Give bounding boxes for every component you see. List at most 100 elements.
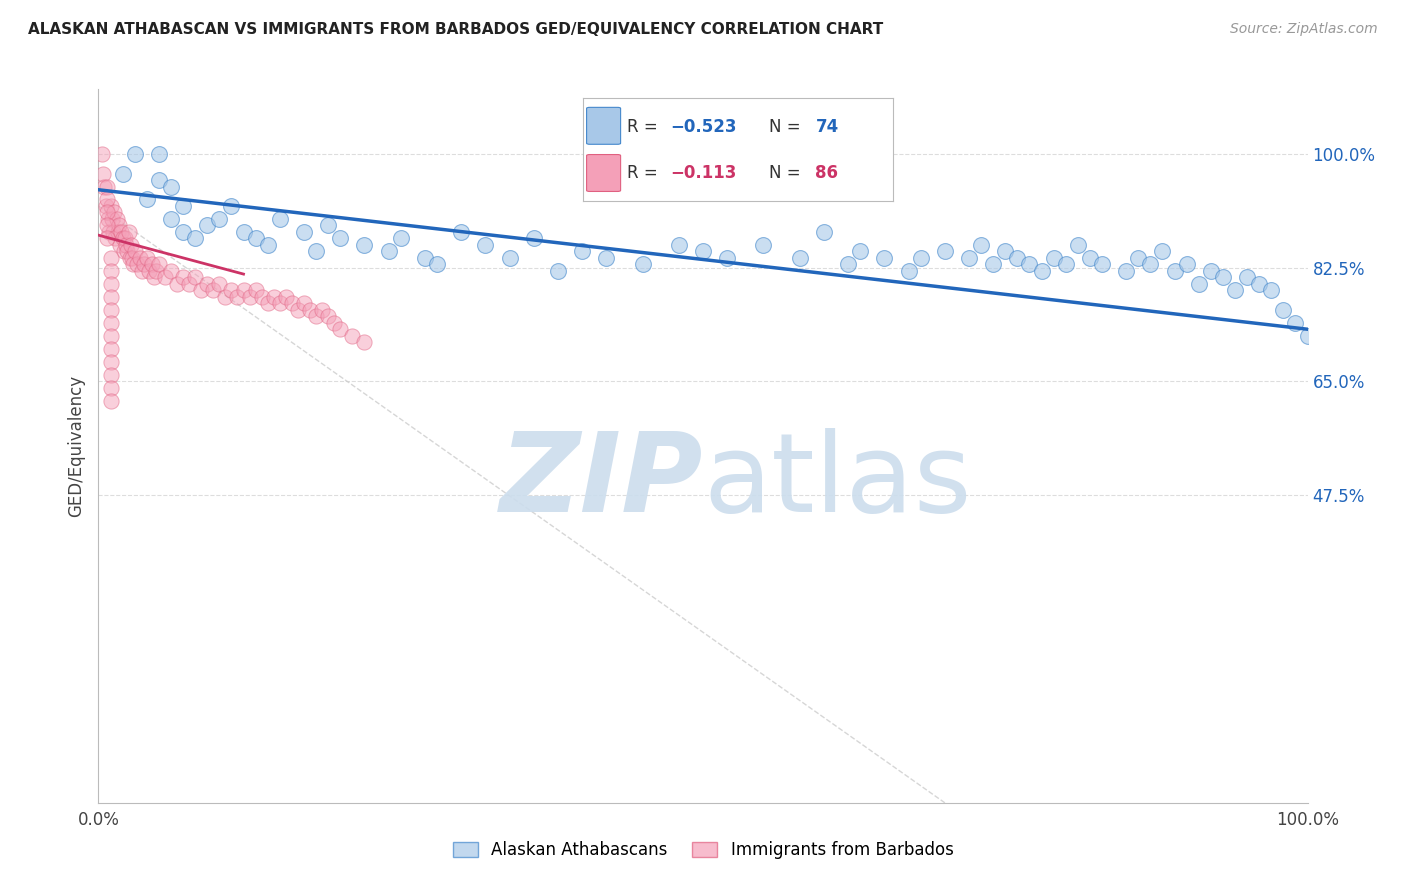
Text: Source: ZipAtlas.com: Source: ZipAtlas.com	[1230, 22, 1378, 37]
Point	[148, 257, 170, 271]
Point	[100, 290, 122, 304]
Point	[957, 251, 980, 265]
Point	[100, 264, 122, 278]
Point	[1249, 277, 1271, 291]
Point	[96, 205, 118, 219]
Point	[135, 193, 157, 207]
Point	[232, 225, 254, 239]
Point	[523, 231, 546, 245]
Point	[1260, 283, 1282, 297]
Point	[160, 211, 183, 226]
Point	[135, 251, 157, 265]
Point	[160, 179, 183, 194]
Point	[668, 238, 690, 252]
Point	[269, 296, 291, 310]
Point	[256, 238, 278, 252]
Text: −0.523: −0.523	[671, 118, 737, 136]
Point	[474, 238, 496, 252]
Point	[124, 147, 146, 161]
Point	[172, 270, 194, 285]
Point	[1212, 270, 1234, 285]
Point	[256, 296, 278, 310]
Point	[1042, 251, 1064, 265]
Text: 74: 74	[815, 118, 839, 136]
Text: ZIP: ZIP	[499, 428, 703, 535]
Point	[141, 257, 163, 271]
Point	[143, 270, 166, 285]
Point	[100, 211, 122, 226]
Point	[353, 238, 375, 252]
Point	[1188, 277, 1211, 291]
Point	[100, 316, 122, 330]
Point	[121, 251, 143, 265]
Point	[94, 199, 117, 213]
Point	[97, 211, 120, 226]
Point	[100, 354, 122, 368]
Point	[195, 219, 218, 233]
Point	[281, 296, 304, 310]
Point	[98, 225, 121, 239]
Point	[498, 251, 520, 265]
Point	[226, 290, 249, 304]
Point	[269, 211, 291, 226]
Point	[96, 193, 118, 207]
Point	[179, 277, 201, 291]
Point	[100, 199, 122, 213]
Point	[122, 257, 145, 271]
Point	[1078, 251, 1101, 265]
Point	[114, 231, 136, 245]
Point	[127, 257, 149, 271]
Point	[413, 251, 436, 265]
Text: atlas: atlas	[703, 428, 972, 535]
Point	[342, 328, 364, 343]
Point	[91, 167, 114, 181]
Point	[837, 257, 859, 271]
Point	[752, 238, 775, 252]
Point	[305, 310, 328, 324]
Point	[316, 310, 339, 324]
Point	[245, 231, 267, 245]
Point	[571, 244, 593, 259]
Point	[426, 257, 449, 271]
Point	[329, 322, 352, 336]
Text: −0.113: −0.113	[671, 164, 737, 182]
Point	[1018, 257, 1040, 271]
Point	[1067, 238, 1090, 252]
Text: R =: R =	[627, 118, 662, 136]
Point	[202, 283, 225, 297]
Point	[595, 251, 617, 265]
Point	[153, 270, 176, 285]
Point	[981, 257, 1004, 271]
Point	[96, 179, 118, 194]
Point	[91, 147, 114, 161]
Point	[100, 342, 122, 356]
Point	[100, 381, 122, 395]
Point	[316, 219, 339, 233]
Point	[239, 290, 262, 304]
Point	[1284, 316, 1306, 330]
Text: N =: N =	[769, 164, 806, 182]
Point	[450, 225, 472, 239]
Point	[849, 244, 872, 259]
Point	[208, 211, 231, 226]
Point	[299, 302, 322, 317]
Text: ALASKAN ATHABASCAN VS IMMIGRANTS FROM BARBADOS GED/EQUIVALENCY CORRELATION CHART: ALASKAN ATHABASCAN VS IMMIGRANTS FROM BA…	[28, 22, 883, 37]
Point	[1236, 270, 1258, 285]
Point	[389, 231, 412, 245]
FancyBboxPatch shape	[586, 107, 620, 145]
Point	[716, 251, 738, 265]
Point	[970, 238, 993, 252]
Point	[190, 283, 212, 297]
Point	[184, 231, 207, 245]
Point	[120, 238, 142, 252]
Point	[148, 147, 170, 161]
Point	[111, 231, 134, 245]
Point	[160, 264, 183, 278]
Point	[101, 225, 124, 239]
Point	[134, 257, 156, 271]
Point	[103, 205, 125, 219]
Point	[145, 264, 167, 278]
Point	[124, 244, 146, 259]
Point	[172, 199, 194, 213]
Point	[107, 225, 129, 239]
